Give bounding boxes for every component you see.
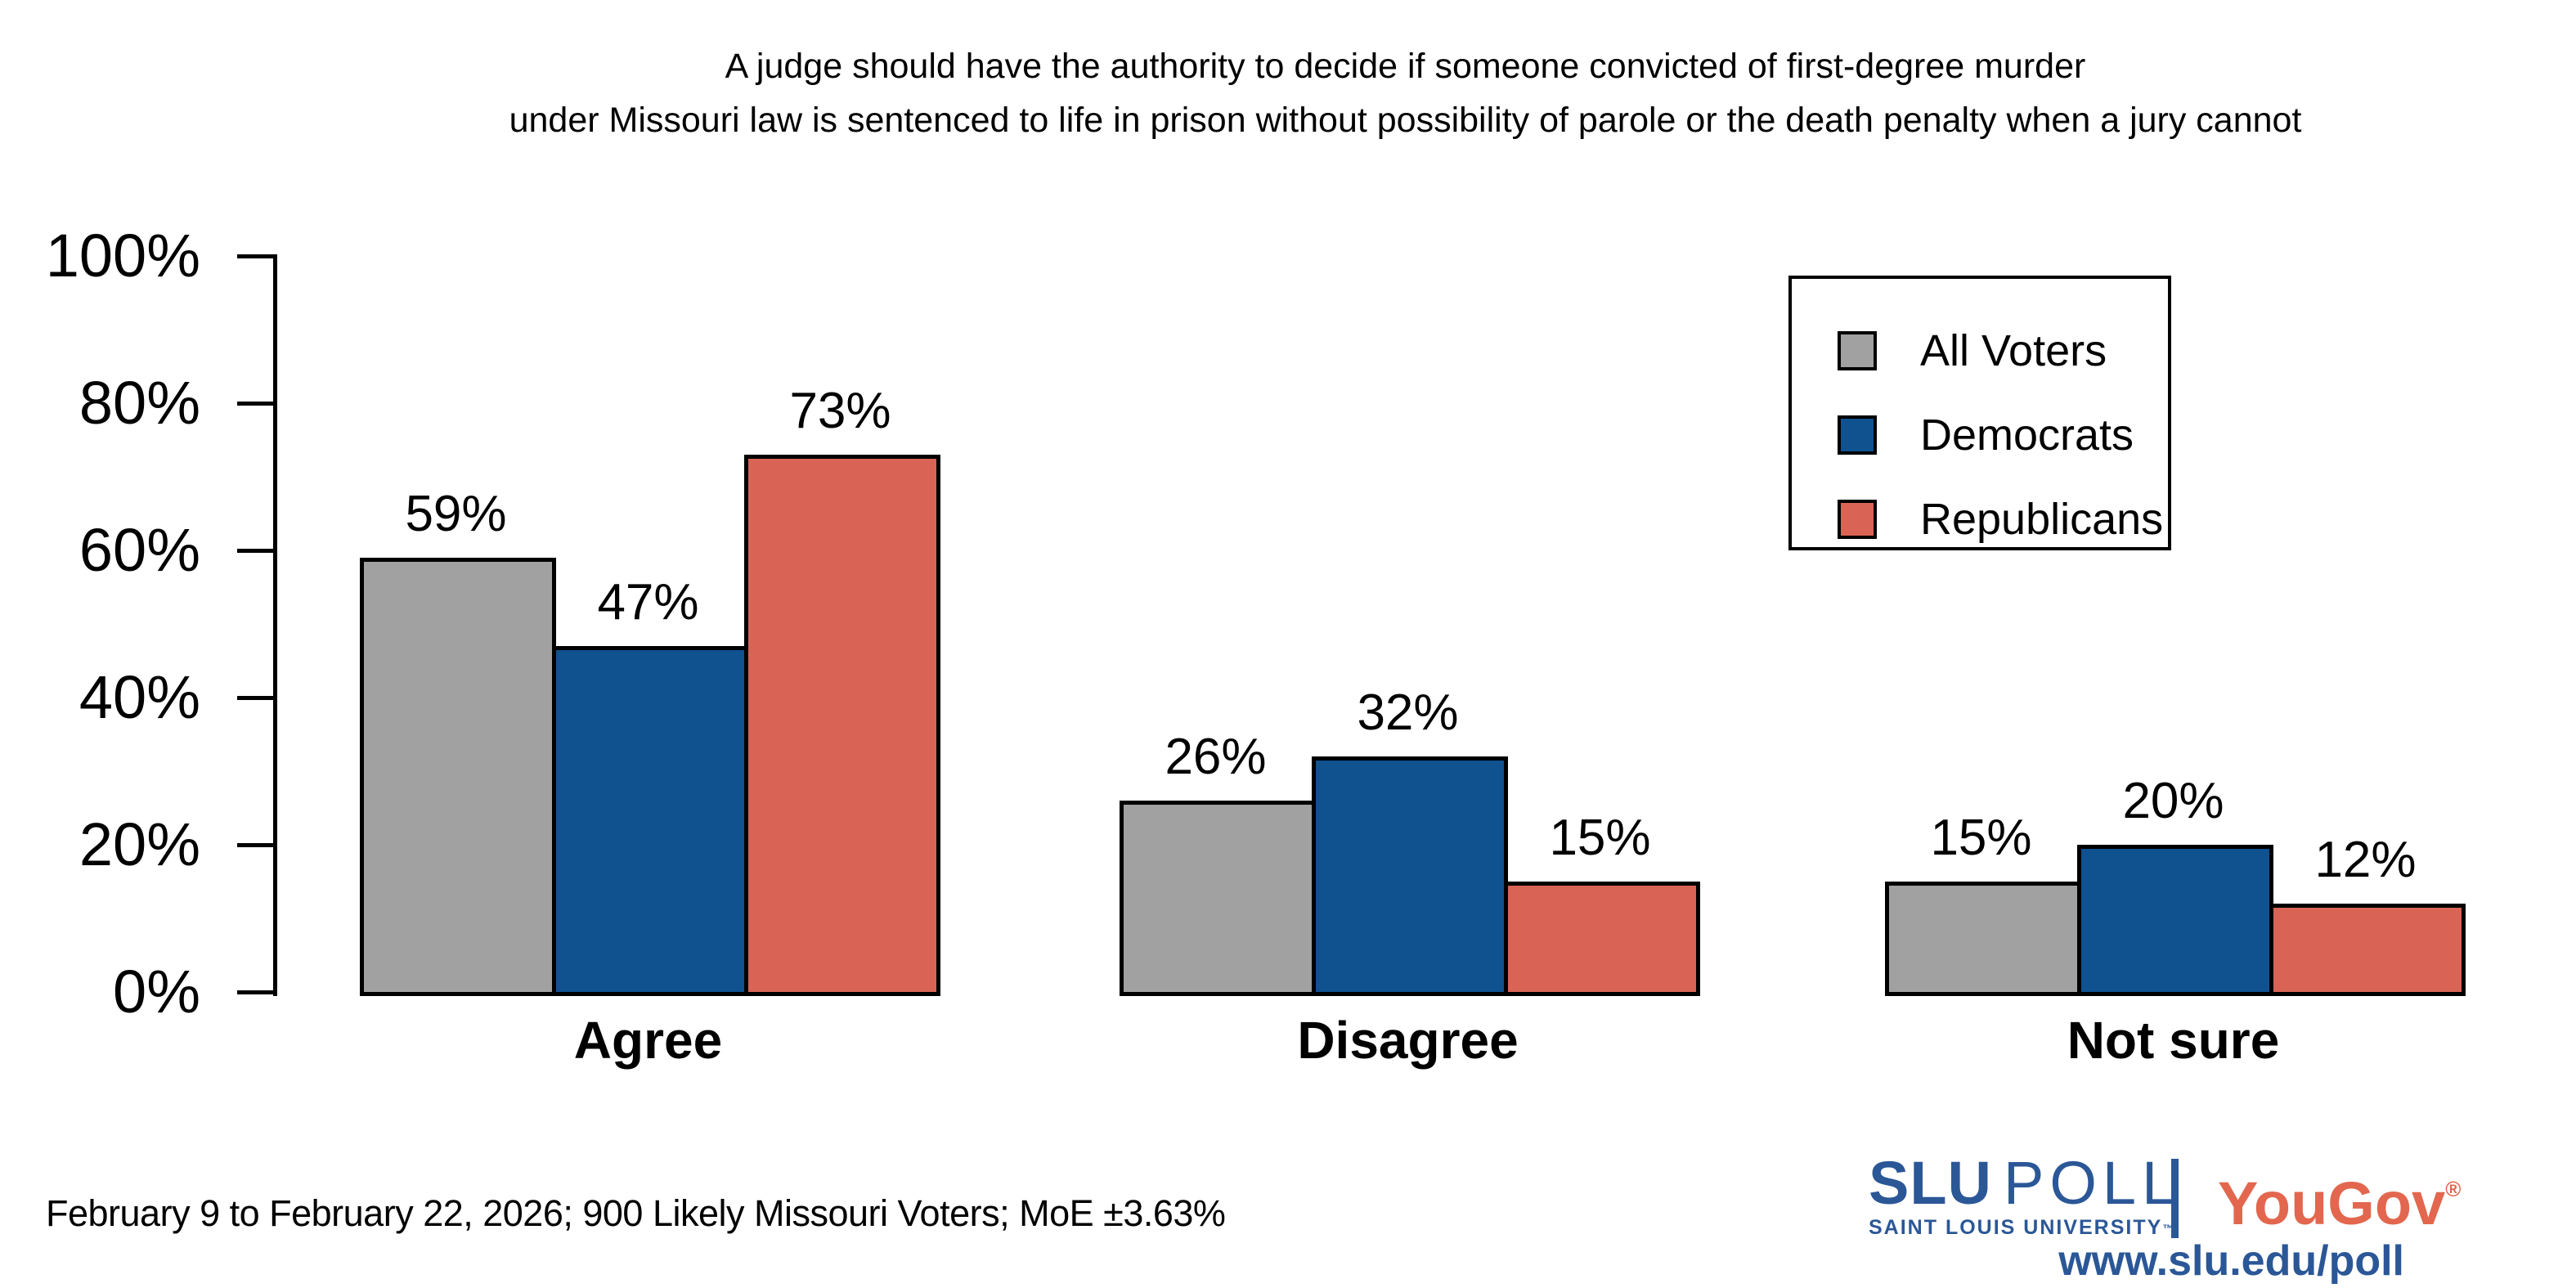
legend-swatch-democrats: [1838, 415, 1877, 455]
legend-swatch-republicans: [1838, 500, 1877, 539]
legend-swatch-all-voters: [1838, 331, 1877, 370]
y-axis-tick-label: 20%: [79, 810, 200, 878]
legend: All Voters Democrats Republicans: [1788, 276, 2171, 550]
bar-value-label-all-voters-not-sure: 15%: [1930, 810, 2032, 866]
bar-all-voters-not-sure: [1885, 882, 2081, 996]
y-axis-tick-label: 40%: [79, 663, 200, 731]
y-axis-tick: [237, 990, 277, 994]
bar-republicans-not-sure: [2269, 904, 2466, 996]
chart-title-line1: A judge should have the authority to dec…: [725, 47, 2086, 86]
bar-value-label-all-voters-disagree: 26%: [1165, 729, 1267, 785]
y-axis-tick-label: 0%: [113, 958, 200, 1025]
category-label-not-sure: Not sure: [2067, 1011, 2280, 1070]
bar-value-label-democrats-disagree: 32%: [1357, 684, 1459, 741]
y-axis-tick: [237, 254, 277, 258]
y-axis-tick-label: 80%: [79, 369, 200, 437]
legend-row-democrats: Democrats: [1792, 411, 2168, 460]
bar-democrats-agree: [552, 646, 748, 996]
y-axis-tick: [237, 402, 277, 406]
legend-label-democrats: Democrats: [1920, 411, 2134, 460]
y-axis-line: [273, 256, 277, 996]
bar-all-voters-disagree: [1120, 801, 1316, 996]
y-axis-tick-label: 60%: [79, 516, 200, 584]
legend-label-republicans: Republicans: [1920, 495, 2164, 544]
category-label-disagree: Disagree: [1297, 1011, 1519, 1070]
y-axis-tick: [237, 843, 277, 847]
bar-value-label-democrats-agree: 47%: [597, 574, 699, 631]
bar-value-label-republicans-not-sure: 12%: [2314, 832, 2417, 888]
y-axis-tick: [237, 696, 277, 700]
bar-value-label-democrats-not-sure: 20%: [2122, 773, 2224, 829]
bar-all-voters-agree: [360, 558, 556, 996]
chart-title-line2: under Missouri law is sentenced to life …: [509, 101, 2302, 140]
bar-value-label-all-voters-agree: 59%: [405, 486, 507, 542]
legend-label-all-voters: All Voters: [1920, 326, 2107, 375]
legend-row-republicans: Republicans: [1792, 495, 2168, 544]
bar-value-label-republicans-disagree: 15%: [1549, 810, 1651, 866]
bar-republicans-disagree: [1504, 882, 1700, 996]
category-label-agree: Agree: [573, 1011, 723, 1070]
footer-note: February 9 to February 22, 2026; 900 Lik…: [46, 1192, 1226, 1234]
chart-title: A judge should have the authority to dec…: [276, 39, 2535, 147]
y-axis-tick: [237, 549, 277, 553]
bar-republicans-agree: [744, 455, 940, 996]
legend-row-all-voters: All Voters: [1792, 326, 2168, 375]
y-axis-tick-label: 100%: [45, 222, 200, 289]
bar-democrats-disagree: [1312, 756, 1508, 996]
bar-value-label-republicans-agree: 73%: [789, 383, 891, 439]
